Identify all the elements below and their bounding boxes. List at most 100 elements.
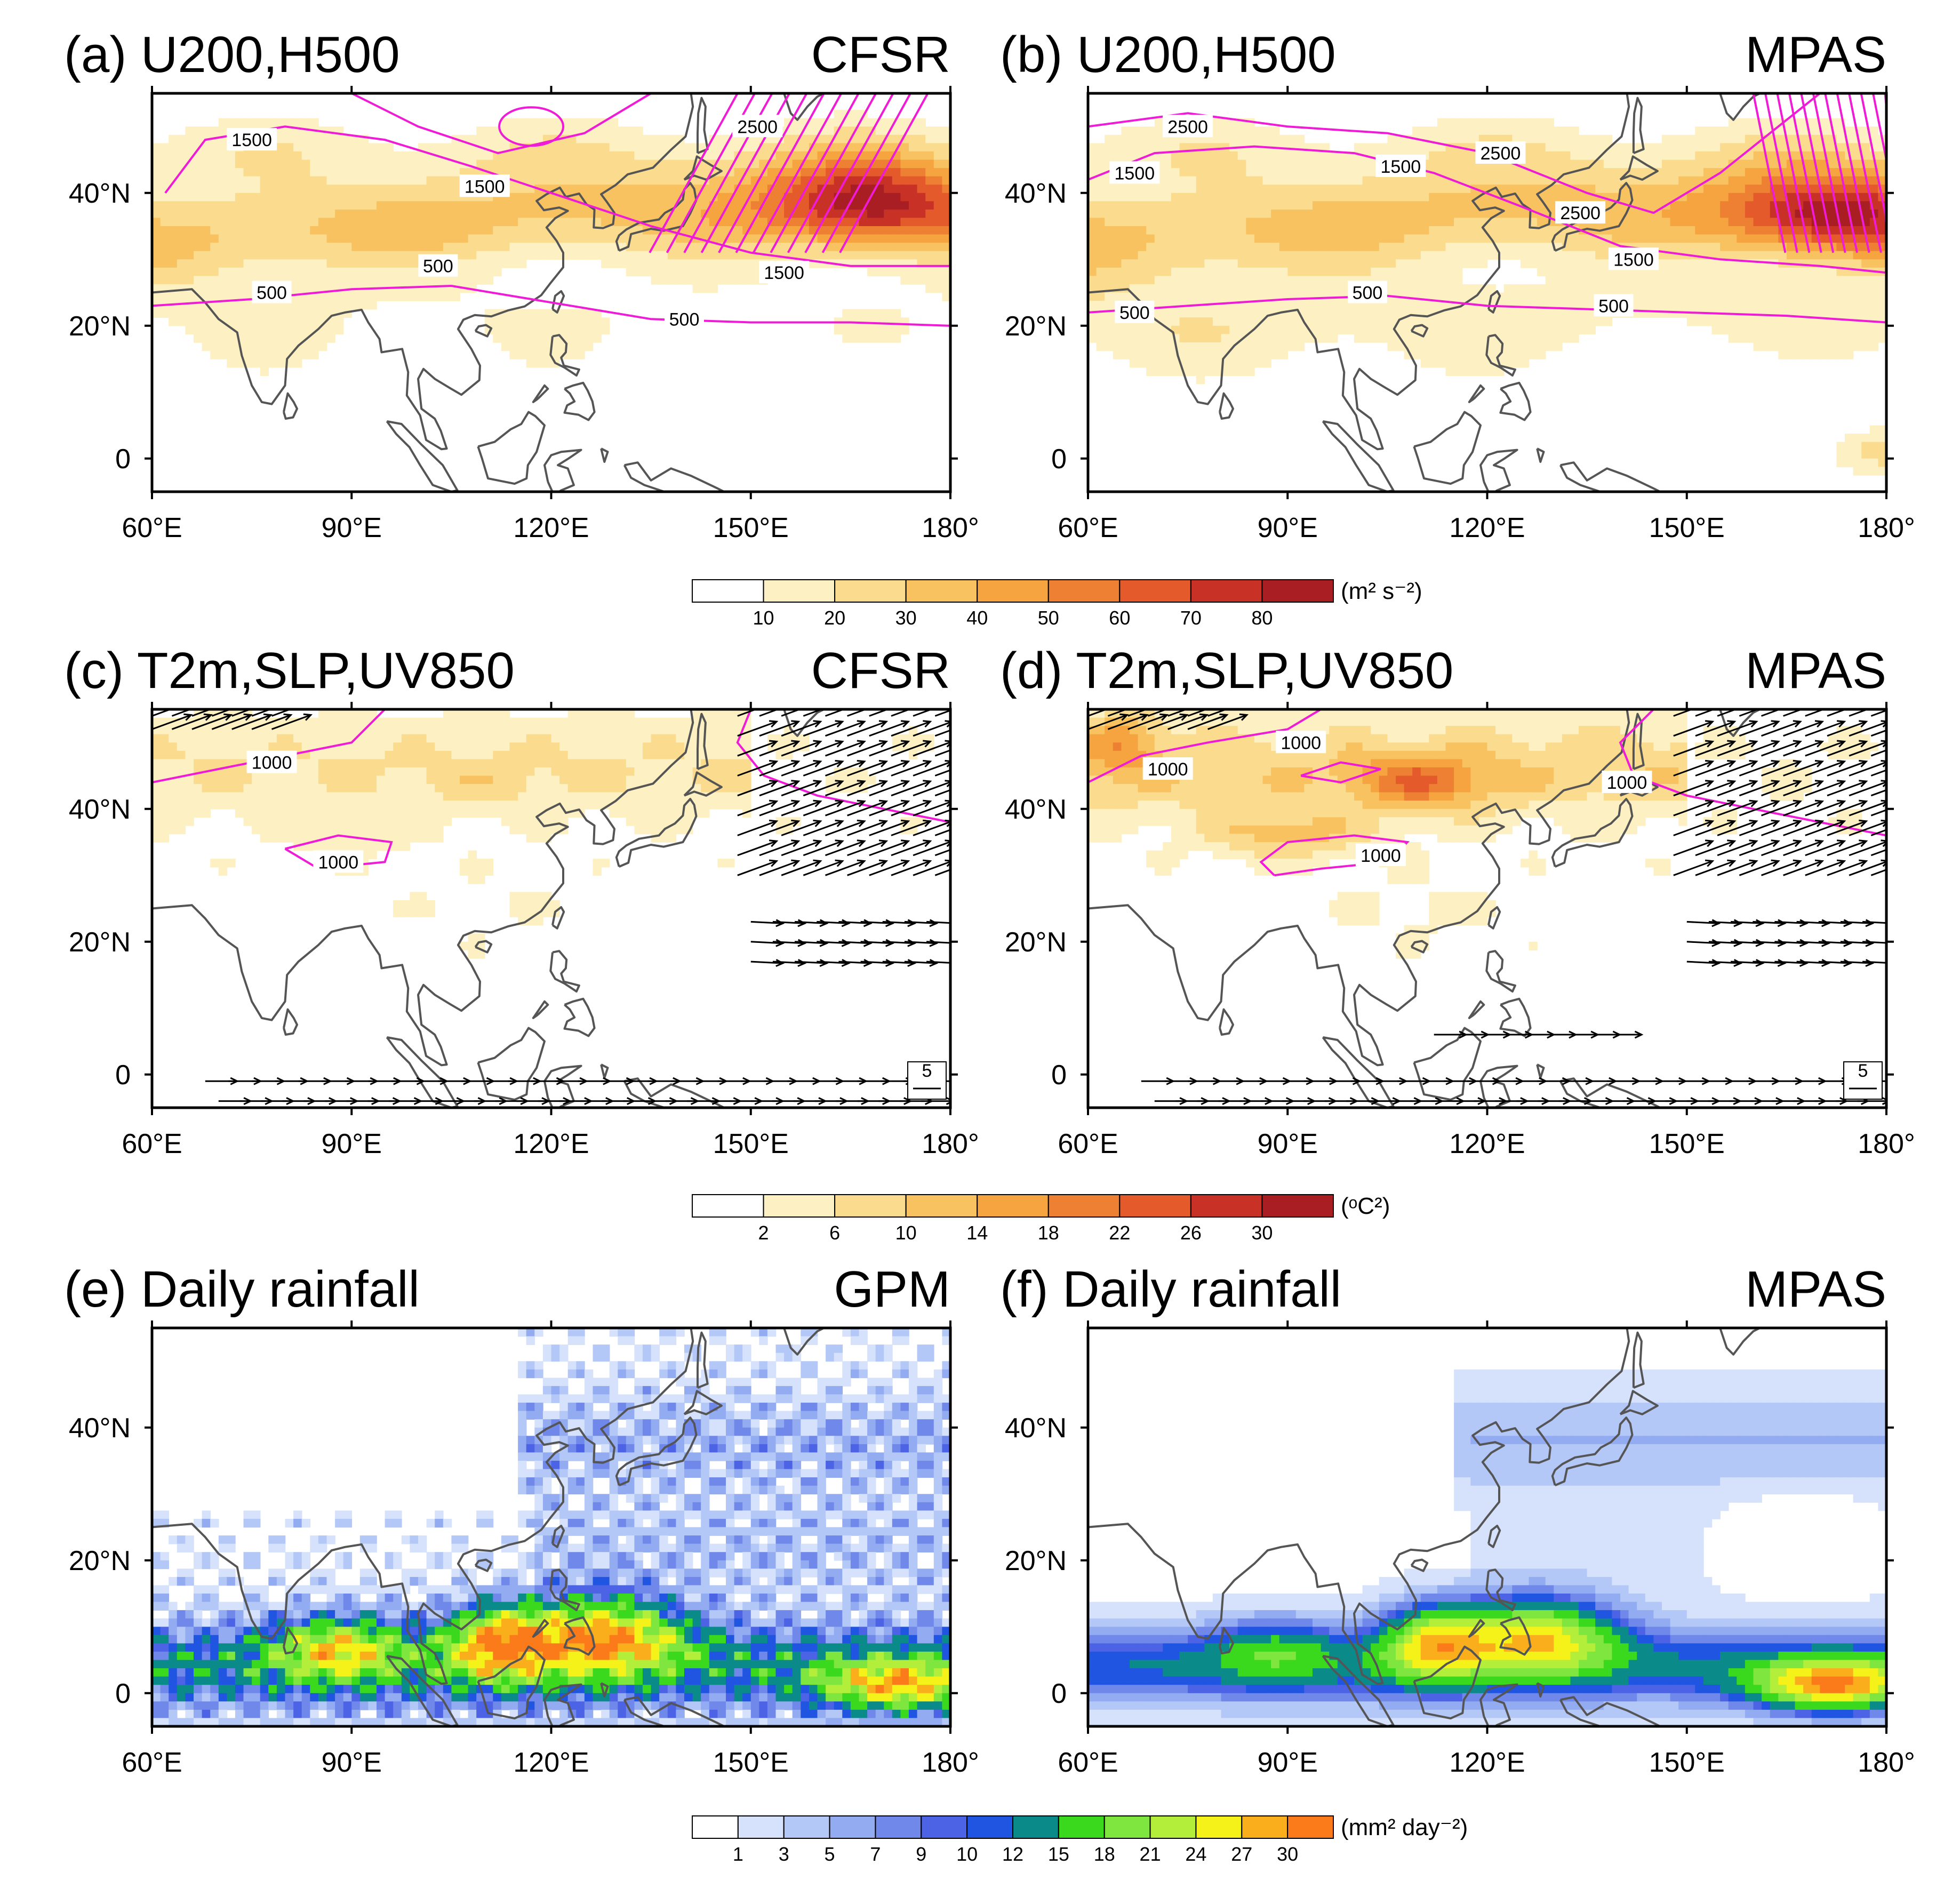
wind-vector [847,801,887,817]
wind-vector [1731,941,1763,944]
coastline [697,713,709,770]
wind-vector [1783,780,1823,797]
wind-arrowhead [1239,701,1247,707]
wind-vector [781,721,821,737]
contour-label: 1500 [1613,250,1654,270]
wind-vector [1739,761,1779,777]
wind-vector [904,960,937,964]
coastline [1559,461,1661,492]
wind-vector [913,861,950,876]
wind-vector [847,820,887,836]
wind-arrowhead [1859,839,1868,847]
wind-arrowhead [1793,780,1802,788]
panel-a: 1500 1500 2500 500 500 1500 500 60°E 90°E 120°E 15… [64,26,979,543]
colorbar-swatch [966,1815,1013,1839]
wind-vector [847,840,887,857]
contour-label: 1500 [1381,157,1421,177]
wind-vector [1127,709,1149,717]
wind-vector [803,780,843,797]
wind-arrowhead [835,720,844,728]
wind-arrowhead [813,701,821,707]
h500-contour [1788,93,1822,253]
wind-arrowhead [1777,939,1787,947]
wind-vector [1695,860,1735,876]
wind-arrowhead [813,720,822,728]
wind-arrowhead [1705,859,1715,867]
contour-label-bg [1109,161,1160,184]
colorbar-tick-label: 18 [1094,1843,1115,1865]
wind-arrowhead [1727,799,1737,807]
colorbar-1: 10 20 30 40 50 60 70 80 (m² s⁻²) [692,578,1422,629]
colorbar-swatch [1058,1815,1105,1839]
coastline [563,1616,596,1656]
wind-arrowhead [1727,780,1737,788]
wind-arrowhead [791,720,801,728]
wind-vector [1739,709,1760,717]
wind-vector [847,709,868,717]
coastline [683,771,723,797]
wind-vector [934,849,950,857]
wind-vector [759,820,799,836]
wind-arrowhead [1179,713,1189,721]
wind-arrowhead [1814,799,1825,807]
wind-arrowhead [1881,819,1886,827]
contour-label-bg [1276,731,1326,754]
colorbar-swatch [977,579,1049,603]
wind-arrowhead [1881,720,1886,728]
wind-arrowhead [923,740,932,748]
wind-vector [926,921,950,924]
wind-vector [1827,740,1867,757]
wind-vector [795,960,827,964]
wind-vector [1673,840,1713,857]
wind-arrowhead [1749,740,1758,748]
wind-vector [1849,861,1886,876]
panel-source: MPAS [1745,1261,1886,1318]
field-c: 1000 1000 [152,701,974,1108]
wind-arrowhead [769,799,779,807]
wind-vector [825,820,865,836]
wind-arrowhead [1777,959,1787,967]
x-tick-label: 60°E [122,513,182,543]
wind-vector [1818,960,1851,964]
wind-vector [1731,960,1763,964]
wind-vector [1717,761,1757,777]
wind-arrowhead [819,939,829,947]
h500-contour [1836,93,1870,253]
wind-vector [1673,801,1713,817]
wind-arrowhead [1821,919,1830,927]
wind-vector [1695,721,1735,737]
wind-arrowhead [1749,799,1758,807]
wind-vector [1849,841,1886,857]
wind-arrowhead [769,780,779,788]
wind-vector [781,840,821,857]
contour-label: 500 [423,257,453,277]
wind-arrowhead [1239,713,1249,721]
wind-arrowhead [967,860,974,866]
wind-arrowhead [1799,959,1809,967]
wind-vector [869,860,909,876]
wind-vector [1827,780,1867,797]
wind-vector [1818,921,1851,924]
wind-arrowhead [885,919,894,927]
wind-arrowhead [1903,761,1910,766]
wind-arrowhead [835,859,844,867]
contour-label: 1500 [465,177,505,197]
wind-vector [795,941,827,944]
coastline [600,1063,609,1079]
colorbar-tick-label: 15 [1048,1843,1069,1865]
y-tick-label: 0 [1051,444,1067,475]
x-tick-label: 60°E [122,1128,182,1159]
wind-arrowhead [1727,701,1734,707]
wind-vector [152,714,191,730]
wind-arrowhead [1887,920,1894,926]
contour-label: 1000 [1281,733,1321,753]
h500-contour [1088,145,1886,274]
wind-vector [825,721,865,737]
coastline [386,1036,459,1108]
wind-vector [838,921,871,924]
wind-arrowhead [769,859,779,867]
slp-contour [1300,761,1381,784]
wind-arrowhead [1119,701,1127,707]
contour-label-bg [1375,154,1426,177]
wind-vector [1849,761,1886,777]
